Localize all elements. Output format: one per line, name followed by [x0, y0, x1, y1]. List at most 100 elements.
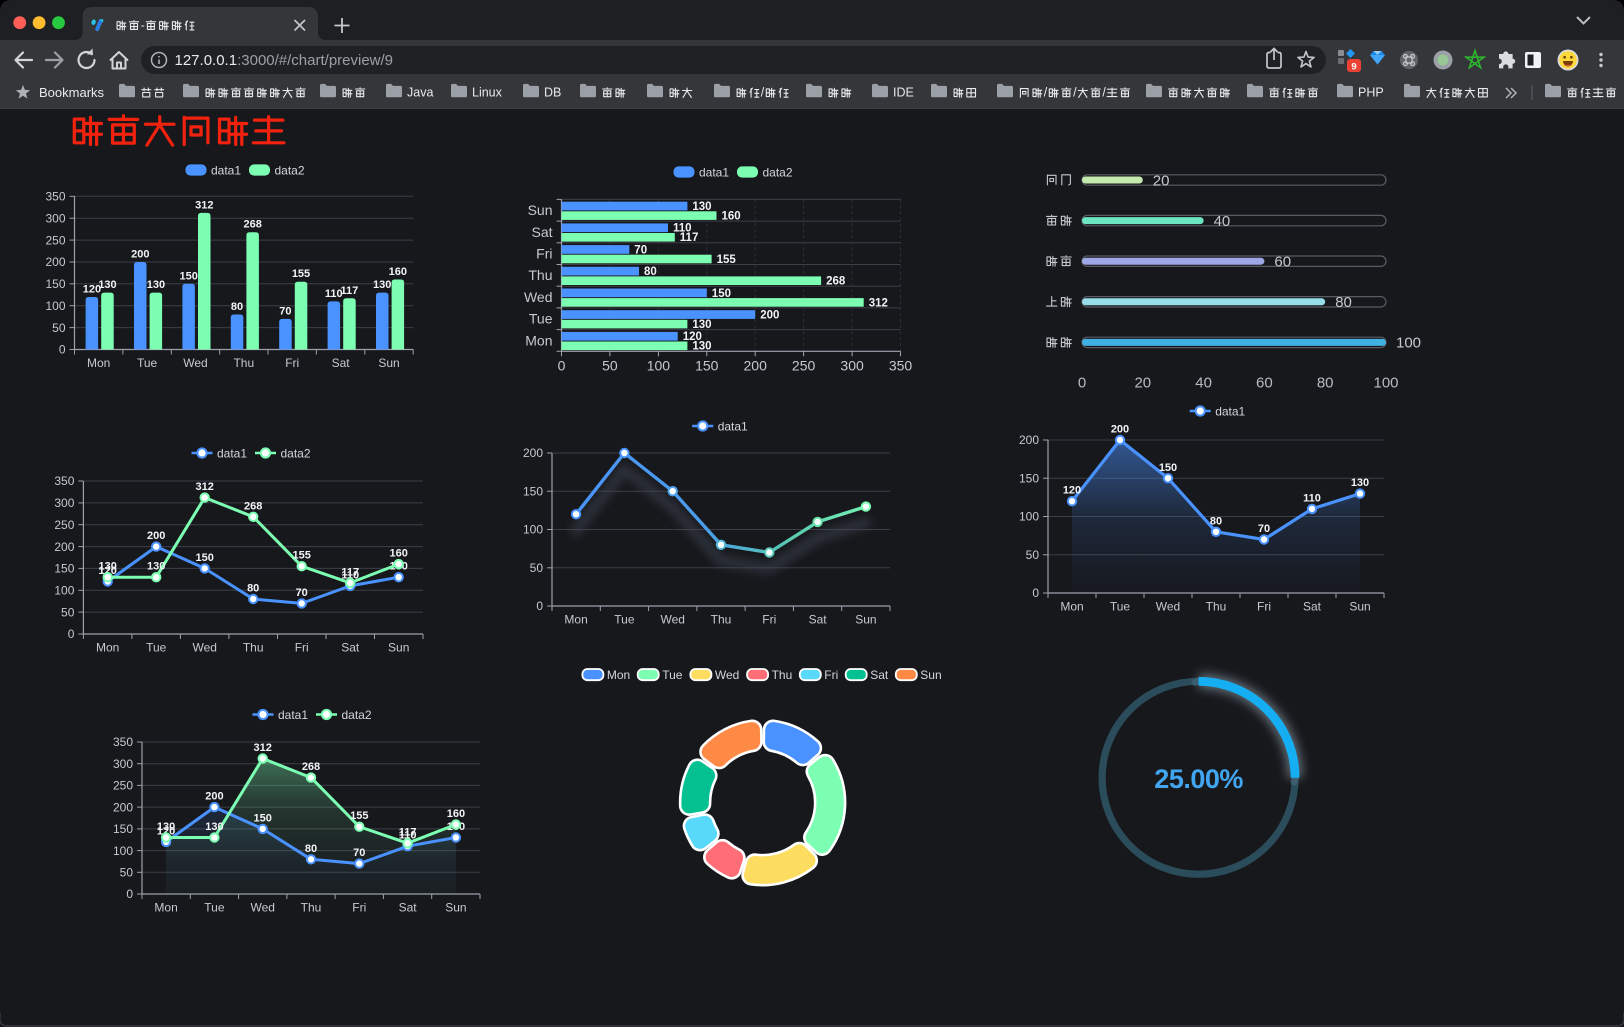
svg-text:312: 312	[196, 481, 214, 493]
svg-text:150: 150	[523, 484, 543, 498]
svg-text:Mon: Mon	[607, 668, 630, 682]
svg-text:50: 50	[530, 561, 544, 575]
svg-text:312: 312	[869, 297, 888, 309]
svg-text:312: 312	[195, 199, 213, 211]
svg-text:150: 150	[180, 270, 198, 282]
svg-text:127.0.0.1: 127.0.0.1	[175, 52, 238, 69]
svg-text:110: 110	[325, 288, 343, 300]
svg-text:Fri: Fri	[762, 613, 776, 627]
svg-text:150: 150	[45, 277, 65, 291]
svg-text:80: 80	[1335, 294, 1352, 311]
svg-text:Sun: Sun	[528, 202, 553, 218]
svg-text:Wed: Wed	[660, 613, 684, 627]
svg-text:120: 120	[99, 565, 117, 577]
svg-text:200: 200	[131, 249, 149, 261]
svg-text:20: 20	[1153, 172, 1170, 189]
svg-text:130: 130	[205, 821, 223, 833]
svg-text:/: /	[1102, 86, 1106, 100]
svg-text:50: 50	[61, 605, 75, 619]
svg-text:Fri: Fri	[285, 356, 299, 370]
svg-text:Sun: Sun	[445, 901, 466, 915]
svg-text:130: 130	[157, 821, 175, 833]
svg-text:Mon: Mon	[96, 641, 119, 655]
svg-text:Sat: Sat	[870, 668, 889, 682]
svg-text:0: 0	[536, 599, 543, 613]
svg-text:Fri: Fri	[352, 901, 366, 915]
svg-text:Sun: Sun	[388, 641, 409, 655]
svg-text:Sat: Sat	[531, 224, 552, 240]
svg-text:Fri: Fri	[824, 668, 838, 682]
svg-text:20: 20	[1134, 374, 1151, 391]
svg-text:Sat: Sat	[399, 901, 418, 915]
svg-text:117: 117	[399, 827, 417, 839]
svg-text:Bookmarks: Bookmarks	[39, 85, 105, 100]
svg-text:150: 150	[1019, 471, 1039, 485]
svg-text:150: 150	[113, 822, 133, 836]
svg-text:PHP: PHP	[1358, 86, 1384, 100]
svg-text:155: 155	[293, 550, 311, 562]
svg-text:Tue: Tue	[1110, 600, 1131, 614]
svg-text:data1: data1	[1215, 404, 1245, 418]
svg-text:268: 268	[244, 500, 262, 512]
svg-text:0: 0	[59, 343, 66, 357]
svg-text:Fri: Fri	[295, 641, 309, 655]
svg-text:200: 200	[54, 540, 74, 554]
svg-text:Thu: Thu	[711, 613, 732, 627]
svg-text:/: /	[1044, 86, 1048, 100]
svg-text:data2: data2	[275, 163, 305, 177]
svg-text:data1: data1	[718, 419, 748, 433]
svg-text:data2: data2	[281, 446, 311, 460]
svg-text:130: 130	[692, 201, 711, 213]
svg-text:0: 0	[68, 627, 75, 641]
svg-text:130: 130	[147, 279, 165, 291]
svg-text:Mon: Mon	[1060, 600, 1083, 614]
svg-text:150: 150	[1159, 462, 1177, 474]
svg-text:100: 100	[1373, 374, 1398, 391]
svg-text:80: 80	[644, 266, 657, 278]
svg-text:130: 130	[99, 561, 117, 573]
svg-text:Tue: Tue	[529, 311, 553, 327]
svg-text:70: 70	[296, 587, 308, 599]
svg-text:268: 268	[244, 219, 262, 231]
svg-text:Wed: Wed	[524, 289, 553, 305]
svg-text:Sat: Sat	[341, 641, 360, 655]
svg-text:25.00%: 25.00%	[1154, 764, 1243, 794]
svg-text:160: 160	[390, 548, 408, 560]
svg-text:40: 40	[1214, 213, 1231, 230]
svg-text:50: 50	[52, 321, 66, 335]
svg-text:Sun: Sun	[855, 613, 876, 627]
svg-text:350: 350	[54, 474, 74, 488]
svg-text:117: 117	[341, 566, 359, 578]
svg-text:130: 130	[98, 279, 116, 291]
svg-text:100: 100	[1019, 510, 1039, 524]
svg-text:Mon: Mon	[87, 356, 110, 370]
svg-text:0: 0	[1078, 374, 1086, 391]
svg-text:110: 110	[1303, 492, 1321, 504]
svg-text:Thu: Thu	[772, 668, 793, 682]
svg-text:Sat: Sat	[809, 613, 828, 627]
svg-text:350: 350	[113, 735, 133, 749]
svg-text:Thu: Thu	[528, 267, 552, 283]
svg-text:data2: data2	[342, 708, 372, 722]
svg-text:155: 155	[717, 254, 737, 266]
svg-text:Tue: Tue	[137, 356, 158, 370]
svg-text:300: 300	[840, 358, 864, 374]
svg-text:80: 80	[1317, 374, 1334, 391]
svg-text:Thu: Thu	[301, 901, 322, 915]
svg-text:9: 9	[1351, 62, 1356, 73]
svg-text:130: 130	[692, 319, 711, 331]
svg-text:200: 200	[523, 446, 543, 460]
svg-text:130: 130	[692, 341, 711, 353]
svg-text:130: 130	[373, 279, 391, 291]
svg-text:Tue: Tue	[662, 668, 683, 682]
svg-text::3000/#/chart/preview/9: :3000/#/chart/preview/9	[237, 52, 393, 69]
svg-text:100: 100	[45, 299, 65, 313]
svg-text:200: 200	[113, 800, 133, 814]
svg-text:Sun: Sun	[1349, 600, 1370, 614]
svg-text:150: 150	[695, 358, 719, 374]
svg-text:350: 350	[889, 358, 913, 374]
svg-text:268: 268	[302, 761, 320, 773]
svg-text:DB: DB	[544, 86, 561, 100]
svg-text:160: 160	[722, 211, 741, 223]
svg-text:150: 150	[54, 562, 74, 576]
